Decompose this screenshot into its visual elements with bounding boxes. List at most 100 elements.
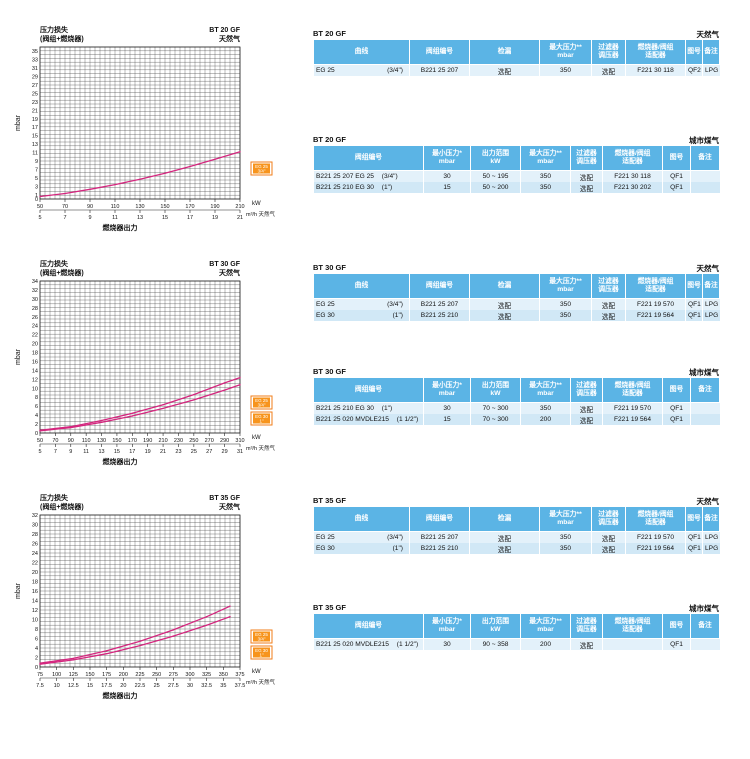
table-row: EG 25 (3/4") B221 25 207 选配 350 选配 F221 19 570… <box>313 298 720 310</box>
max-pressure-cell: 350 <box>539 310 592 321</box>
chart-model: BT 30 GF <box>209 261 240 268</box>
x-tick-label-m3: 15 <box>87 683 93 689</box>
y-tick-label: 16 <box>32 359 38 365</box>
table-model: BT 20 GF <box>313 29 346 38</box>
column-header: 过滤器 调压器 <box>570 145 603 171</box>
grid <box>39 280 241 434</box>
leak-check-cell: 选配 <box>469 64 540 76</box>
column-header: 备注 <box>690 377 720 403</box>
x-tick-label-m3: 5 <box>38 449 41 455</box>
table-row: EG 25 (3/4") B221 25 207 选配 350 选配 F221 19 570… <box>313 531 720 543</box>
table-bt30-town-gas: BT 30 GF 城市煤气 阀组编号 最小压力* mbar 出力范围 kW 最大压力** mba… <box>313 367 720 425</box>
y-tick-label: 26 <box>32 542 38 548</box>
series-point <box>229 605 231 607</box>
column-header: 燃烧器/阀组 适配器 <box>602 377 663 403</box>
series-point <box>162 404 164 406</box>
x-tick-label-kw: 110 <box>111 204 120 210</box>
filter-regulator-cell: 选配 <box>591 310 626 321</box>
figure-no-cell: QF1 <box>662 638 691 650</box>
series-point <box>39 195 41 198</box>
x-tick-label-kw: 110 <box>82 438 91 444</box>
x-tick-label-m3: 17 <box>129 449 135 455</box>
curve-cell: EG 25 (3/4") <box>313 298 410 310</box>
spec-table: 阀组编号 最小压力* mbar 出力范围 kW 最大压力** mbar 过滤器 调压器 燃烧器/阀… <box>313 613 720 650</box>
column-header: 出力范围 kW <box>470 613 521 639</box>
max-pressure-cell: 350 <box>520 182 571 193</box>
chart-title-line1: 压力损失 <box>40 493 69 502</box>
x-tick-label-kw: 350 <box>219 672 228 678</box>
table-model: BT 30 GF <box>313 367 346 376</box>
table-row: EG 30 (1") B221 25 210 选配 350 选配 F221 19 564 QF… <box>313 310 720 321</box>
spec-table: 曲线 阀组编号 检漏 最大压力** mbar 过滤器 调压器 燃烧器/阀组 适配器 图号 备注 EG … <box>313 39 720 76</box>
max-pressure-cell: 350 <box>520 402 571 414</box>
y-tick-label: 2 <box>35 656 38 662</box>
x-unit-kw: kW <box>252 435 261 441</box>
y-tick-label: 32 <box>32 513 38 519</box>
y-tick-label: 20 <box>32 570 38 576</box>
series-point <box>114 183 116 186</box>
leak-check-cell: 选配 <box>469 531 540 543</box>
table-bt35-town-gas: BT 35 GF 城市煤气 阀组编号 最小压力* mbar 出力范围 kW 最大压力** mba… <box>313 603 720 650</box>
x-tick-label-kw: 225 <box>135 672 144 678</box>
column-header: 燃烧器/阀组 适配器 <box>602 145 663 171</box>
series-point <box>100 419 103 422</box>
chart-gas: 天然气 <box>219 502 240 511</box>
column-header: 图号 <box>662 377 691 403</box>
series-line <box>39 384 241 432</box>
table-gas-type: 城市煤气 <box>689 604 719 613</box>
leak-check-cell: 选配 <box>469 543 540 554</box>
table-bt30-natural-gas: BT 30 GF 天然气 曲线 阀组编号 检漏 最大压力** mbar 过滤器 调压器 燃烧器/阀… <box>313 263 720 321</box>
column-header: 燃烧器/阀组 适配器 <box>625 273 686 299</box>
x-tick-label-m3: 27.5 <box>168 683 179 689</box>
figure-no-cell: QF1 <box>685 310 703 321</box>
adapter-cell: F221 19 570 <box>625 298 686 310</box>
x-tick-label-kw: 230 <box>174 438 183 444</box>
column-header: 图号 <box>685 273 703 299</box>
chart-title-line2: (阀组+燃烧器) <box>40 502 84 511</box>
x-tick-label-m3: 32.5 <box>201 683 212 689</box>
filter-regulator-cell: 选配 <box>591 543 626 554</box>
x-tick-label-kw: 170 <box>185 204 194 210</box>
chart-svg: 压力损失(阀组+燃烧器)BT 35 GF天然气02468101214161820… <box>15 493 276 700</box>
series-point <box>223 389 226 391</box>
column-header: 最小压力* mbar <box>423 613 471 639</box>
x-tick-label-m3: 35 <box>220 683 226 689</box>
x-tick-label-m3: 23 <box>175 449 181 455</box>
series-point <box>189 165 191 168</box>
filter-regulator-cell: 选配 <box>570 638 603 650</box>
filter-regulator-cell: 选配 <box>591 64 626 76</box>
series-point <box>64 192 66 195</box>
curve-cell: EG 30 (1") <box>313 310 410 321</box>
series-point <box>105 650 108 652</box>
table-row: EG 25 (3/4") B221 25 207 选配 350 选配 F221 30 118… <box>313 64 720 76</box>
x-tick-label-m3: 9 <box>88 215 91 221</box>
table-model: BT 35 GF <box>313 496 346 505</box>
adapter-cell: F221 19 564 <box>602 414 663 425</box>
chart-gas: 天然气 <box>219 34 240 43</box>
column-header: 阀组编号 <box>313 613 424 639</box>
adapter-cell: F221 30 118 <box>602 170 663 182</box>
figure-no-cell: QF1 <box>685 298 703 310</box>
x-tick-label-kw: 150 <box>112 438 121 444</box>
y-tick-label: 5 <box>35 176 38 182</box>
y-tick-label: 12 <box>32 608 38 614</box>
filter-regulator-cell: 选配 <box>591 298 626 310</box>
y-tick-label: 0 <box>35 431 38 437</box>
x-tick-label-m3: 15 <box>162 215 168 221</box>
x-tick-label-m3: 31 <box>237 449 243 455</box>
x-tick-label-kw: 325 <box>202 672 211 678</box>
y-tick-label: 13 <box>32 142 38 148</box>
y-tick-label: 10 <box>32 618 38 624</box>
x-tick-label-kw: 90 <box>87 204 93 210</box>
curve-cell: EG 25 (3/4") <box>313 64 410 76</box>
column-header: 曲线 <box>313 506 410 532</box>
adapter-cell: F221 19 570 <box>602 402 663 414</box>
series-point <box>205 624 208 626</box>
x-tick-label-m3: 7 <box>63 215 66 221</box>
table-row: B221 25 207 EG 25 (3/4") 30 50 ~ 195 350 选配 F… <box>313 170 720 182</box>
x-tick-label-kw: 130 <box>97 438 106 444</box>
table-gas-type: 城市煤气 <box>689 136 719 145</box>
x-tick-label-kw: 170 <box>128 438 137 444</box>
table-gas-type: 城市煤气 <box>689 368 719 377</box>
table-gas-type: 天然气 <box>696 497 720 506</box>
